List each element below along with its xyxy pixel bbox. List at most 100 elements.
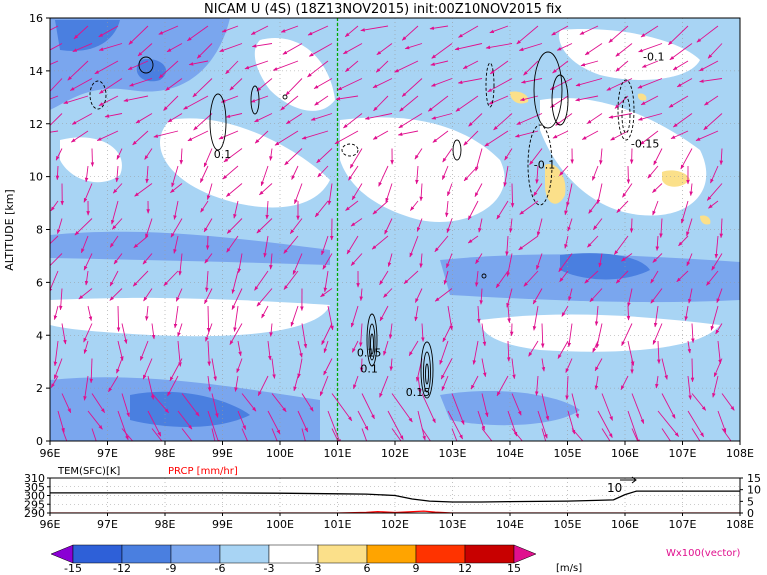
wind-vector xyxy=(222,165,239,180)
x-tick-label: 102E xyxy=(381,447,409,460)
wind-vector xyxy=(506,340,511,362)
wind-vector xyxy=(50,43,63,51)
wind-vector xyxy=(621,253,633,262)
wind-vector xyxy=(477,305,481,324)
annotation-arrow xyxy=(620,476,637,484)
wind-vector xyxy=(673,113,693,128)
wind-vector xyxy=(614,95,629,109)
wind-vector xyxy=(220,95,239,103)
wind-vector xyxy=(145,305,149,321)
wind-vector xyxy=(84,165,89,183)
wind-vector xyxy=(714,235,719,259)
wind-vector xyxy=(113,253,123,265)
wind-vector xyxy=(558,253,573,273)
wind-vector xyxy=(108,375,119,393)
wind-vector xyxy=(293,375,299,392)
wind-vector xyxy=(204,253,213,264)
wind-vector xyxy=(552,130,569,139)
wind-vector xyxy=(589,288,603,303)
wind-vector xyxy=(115,165,119,183)
wind-vector xyxy=(597,410,613,439)
wind-vector xyxy=(206,305,211,333)
wind-vector xyxy=(94,60,119,75)
wind-vector xyxy=(50,235,59,245)
wind-vector xyxy=(536,253,543,270)
contour-label: 0.15 xyxy=(357,346,382,359)
wind-vector xyxy=(379,375,389,398)
wind-vector xyxy=(652,323,663,345)
wind-vector xyxy=(181,393,200,417)
wind-vector xyxy=(652,253,663,263)
wind-vector xyxy=(285,113,303,125)
wind-vector xyxy=(668,25,689,46)
wind-vector xyxy=(446,218,453,234)
wind-vector xyxy=(145,218,153,239)
wind-vector xyxy=(173,235,179,254)
wind-vector xyxy=(53,358,63,380)
wind-vector xyxy=(343,113,363,129)
surface-left-tick-label: 310 xyxy=(24,472,45,485)
surface-left-tick-label: 290 xyxy=(24,507,45,520)
wind-vector xyxy=(121,428,134,441)
wind-vector xyxy=(669,43,693,61)
wind-vector xyxy=(231,270,239,294)
wind-vector xyxy=(659,218,663,238)
wind-vector xyxy=(98,43,123,51)
wind-vector xyxy=(581,130,599,140)
colorbar-low-triangle xyxy=(50,544,74,564)
wind-vector xyxy=(514,130,539,138)
wind-vector xyxy=(417,410,426,441)
wind-vector xyxy=(414,148,423,160)
wind-vector xyxy=(706,270,719,286)
wind-vector xyxy=(151,323,156,340)
wind-vector xyxy=(507,305,511,324)
wind-vector xyxy=(169,358,183,382)
wind-vector xyxy=(717,410,727,433)
wind-vector xyxy=(111,200,119,225)
x-tick-label: 104E xyxy=(496,447,524,460)
wind-vector xyxy=(627,340,635,366)
wind-vector xyxy=(559,165,569,176)
contour-label: -0.1 xyxy=(643,50,664,63)
wind-vector xyxy=(351,183,363,201)
wind-vector xyxy=(493,113,513,131)
wind-vector xyxy=(559,270,569,283)
wind-vector xyxy=(571,428,584,441)
wind-vector xyxy=(495,270,509,289)
wind-vector xyxy=(441,165,449,181)
wind-vector xyxy=(127,60,149,71)
surface-x-tick-label: 97E xyxy=(97,518,118,531)
wind-vector xyxy=(314,200,329,218)
wind-vector xyxy=(615,43,633,57)
wind-vector xyxy=(455,95,479,112)
wind-vector xyxy=(327,183,333,206)
wind-vector xyxy=(631,393,645,424)
wind-vector xyxy=(109,270,119,287)
wind-vector xyxy=(506,253,513,277)
wind-vector xyxy=(83,340,89,354)
wind-vector xyxy=(175,288,183,302)
wind-vector xyxy=(481,358,487,378)
chart-title: NICAM U (4S) (18Z13NOV2015) init:00Z10NO… xyxy=(204,2,562,17)
y-axis-label: ALTITUDE [km] xyxy=(3,189,16,270)
wind-vector xyxy=(187,130,209,142)
wind-vector xyxy=(592,165,599,181)
wind-vector xyxy=(575,95,599,102)
wind-vector xyxy=(335,95,359,101)
wind-vector xyxy=(320,288,333,298)
wind-vector xyxy=(687,340,692,354)
x-tick-label: 96E xyxy=(40,447,61,460)
wind-vector xyxy=(684,305,689,321)
wind-vector xyxy=(463,130,479,146)
wind-vector xyxy=(319,375,329,397)
wind-vector xyxy=(74,218,93,236)
wind-vector xyxy=(71,113,93,125)
colorbar-label: -12 xyxy=(113,562,131,575)
wind-vector xyxy=(61,428,68,441)
wind-vector xyxy=(523,270,539,287)
wind-vector xyxy=(567,323,573,348)
wind-vector xyxy=(274,130,299,146)
wind-vector xyxy=(467,200,479,221)
wind-vector xyxy=(181,428,193,441)
wind-vector xyxy=(285,78,303,96)
